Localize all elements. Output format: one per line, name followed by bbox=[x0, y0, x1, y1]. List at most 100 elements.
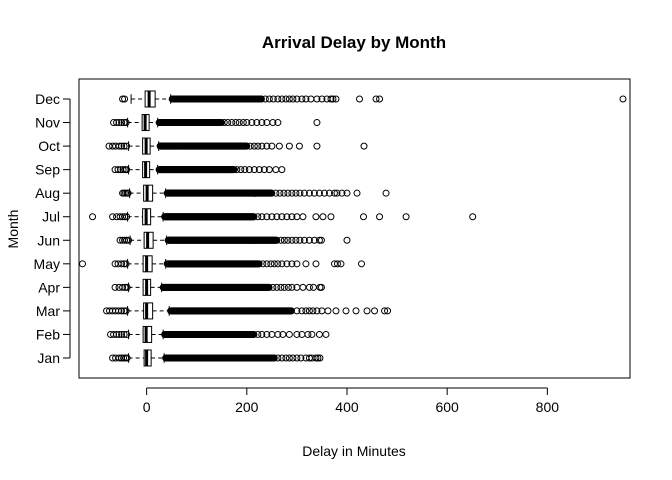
outlier-low-sep-3 bbox=[119, 166, 127, 174]
outlier-high-sep-5 bbox=[255, 166, 263, 174]
outlier-low-oct-6 bbox=[123, 142, 131, 150]
outlier-low-nov-5 bbox=[122, 119, 130, 127]
outlier-low-may-4 bbox=[120, 260, 128, 268]
outlier-low-feb-4 bbox=[118, 330, 126, 338]
outlier-low-sep-1 bbox=[114, 166, 122, 174]
outlier-high-aug-2 bbox=[280, 189, 288, 197]
outlier-high-oct-9 bbox=[313, 142, 321, 150]
outlier-high-jun-8 bbox=[310, 236, 318, 244]
outlier-high-jun-0 bbox=[277, 236, 285, 244]
outlier-low-jan-2 bbox=[115, 354, 123, 362]
outlier-high-jan-4 bbox=[289, 354, 297, 362]
y-tick-label-nov: Nov bbox=[35, 115, 60, 131]
y-tick-label-feb: Feb bbox=[36, 326, 60, 342]
outlier-high-aug-0 bbox=[272, 189, 280, 197]
outlier-high-mar-2 bbox=[302, 307, 310, 315]
outlier-high-nov-11 bbox=[269, 119, 277, 127]
outlier-low-sep-5 bbox=[123, 166, 131, 174]
outlier-high-may-1 bbox=[263, 260, 271, 268]
outlier-high-oct-7 bbox=[285, 142, 293, 150]
outlier-high-oct-4 bbox=[263, 142, 271, 150]
outlier-high-aug-13 bbox=[330, 189, 338, 197]
outlier-high-dec-0 bbox=[261, 95, 269, 103]
outlier-high-mar-13 bbox=[381, 307, 389, 315]
outlier-high-aug-8 bbox=[305, 189, 313, 197]
x-tick-label-4: 800 bbox=[536, 399, 560, 415]
outlier-low-jan-4 bbox=[120, 354, 128, 362]
outlier-high-jun-9 bbox=[315, 236, 323, 244]
outlier-high-may-3 bbox=[270, 260, 278, 268]
outlier-high-mar-11 bbox=[363, 307, 371, 315]
x-tick-label-1: 200 bbox=[235, 399, 259, 415]
outlier-low-jan-6 bbox=[123, 354, 131, 362]
outlier-high-nov-2 bbox=[228, 119, 236, 127]
y-axis: Jan Feb Mar Apr May Jun Jul Aug Sep Oct Nov Dec bbox=[34, 91, 71, 366]
outlier-high-sep-2 bbox=[241, 166, 249, 174]
outlier-high-jul-12 bbox=[327, 213, 335, 221]
outlier-high-mar-5 bbox=[313, 307, 321, 315]
outlier-high-jul-14 bbox=[376, 213, 384, 221]
outlier-low-aug-4 bbox=[124, 189, 132, 197]
outlier-high-aug-1 bbox=[276, 189, 284, 197]
outlier-high-jul-5 bbox=[278, 213, 286, 221]
box-apr bbox=[111, 278, 325, 296]
outlier-low-jan-0 bbox=[109, 354, 117, 362]
outlier-low-jul-4 bbox=[119, 213, 127, 221]
outlier-dense-jan-241 bbox=[270, 354, 278, 362]
outlier-high-dec-20 bbox=[376, 95, 384, 103]
outlier-high-jan-8 bbox=[305, 354, 313, 362]
outlier-high-jul-9 bbox=[299, 213, 307, 221]
outlier-high-jan-11 bbox=[314, 354, 322, 362]
box-jun bbox=[116, 231, 351, 249]
outlier-high-nov-7 bbox=[248, 119, 256, 127]
x-tick-label-0: 0 bbox=[143, 399, 151, 415]
y-tick-label-jan: Jan bbox=[37, 350, 60, 366]
outlier-high-oct-5 bbox=[268, 142, 276, 150]
outlier-low-may-5 bbox=[122, 260, 130, 268]
outlier-high-jul-0 bbox=[254, 213, 262, 221]
outlier-high-nov-13 bbox=[313, 119, 321, 127]
outlier-high-feb-0 bbox=[254, 330, 262, 338]
outlier-high-may-10 bbox=[312, 260, 320, 268]
y-tick-label-oct: Oct bbox=[38, 138, 60, 154]
outlier-low-may-3 bbox=[118, 260, 126, 268]
box-oct bbox=[105, 137, 368, 155]
outlier-high-oct-0 bbox=[246, 142, 254, 150]
outlier-high-nov-8 bbox=[253, 119, 261, 127]
outlier-high-may-8 bbox=[293, 260, 301, 268]
outlier-high-feb-10 bbox=[308, 330, 316, 338]
outlier-dense-oct-192 bbox=[243, 142, 251, 150]
outlier-low-jul-1 bbox=[109, 213, 117, 221]
outlier-low-apr-4 bbox=[123, 283, 131, 291]
outlier-high-apr-11 bbox=[317, 283, 325, 291]
outlier-high-sep-1 bbox=[237, 166, 245, 174]
y-tick-label-may: May bbox=[34, 256, 60, 272]
x-tick-label-3: 600 bbox=[435, 399, 459, 415]
outlier-high-dec-17 bbox=[332, 95, 340, 103]
outlier-high-aug-4 bbox=[288, 189, 296, 197]
outlier-high-mar-7 bbox=[324, 307, 332, 315]
outlier-high-aug-14 bbox=[333, 189, 341, 197]
outlier-high-may-11 bbox=[330, 260, 338, 268]
outlier-high-dec-15 bbox=[327, 95, 335, 103]
outlier-high-jul-13 bbox=[360, 213, 368, 221]
outlier-high-apr-8 bbox=[305, 283, 313, 291]
outlier-low-apr-3 bbox=[121, 283, 129, 291]
outlier-high-jun-3 bbox=[288, 236, 296, 244]
outlier-high-aug-17 bbox=[353, 189, 361, 197]
outlier-high-feb-9 bbox=[304, 330, 312, 338]
outlier-low-jun-0 bbox=[116, 236, 124, 244]
outlier-low-mar-6 bbox=[120, 307, 128, 315]
outlier-high-may-12 bbox=[333, 260, 341, 268]
outlier-high-jun-4 bbox=[292, 236, 300, 244]
outlier-dense-jul-198 bbox=[250, 213, 258, 221]
outlier-high-dec-4 bbox=[278, 95, 286, 103]
outlier-low-jul-5 bbox=[121, 213, 129, 221]
outlier-high-feb-11 bbox=[315, 330, 323, 338]
box-may bbox=[79, 255, 366, 273]
outlier-high-may-0 bbox=[259, 260, 267, 268]
outlier-high-aug-16 bbox=[343, 189, 351, 197]
outlier-low-jul-3 bbox=[116, 213, 124, 221]
outlier-high-jun-7 bbox=[305, 236, 313, 244]
